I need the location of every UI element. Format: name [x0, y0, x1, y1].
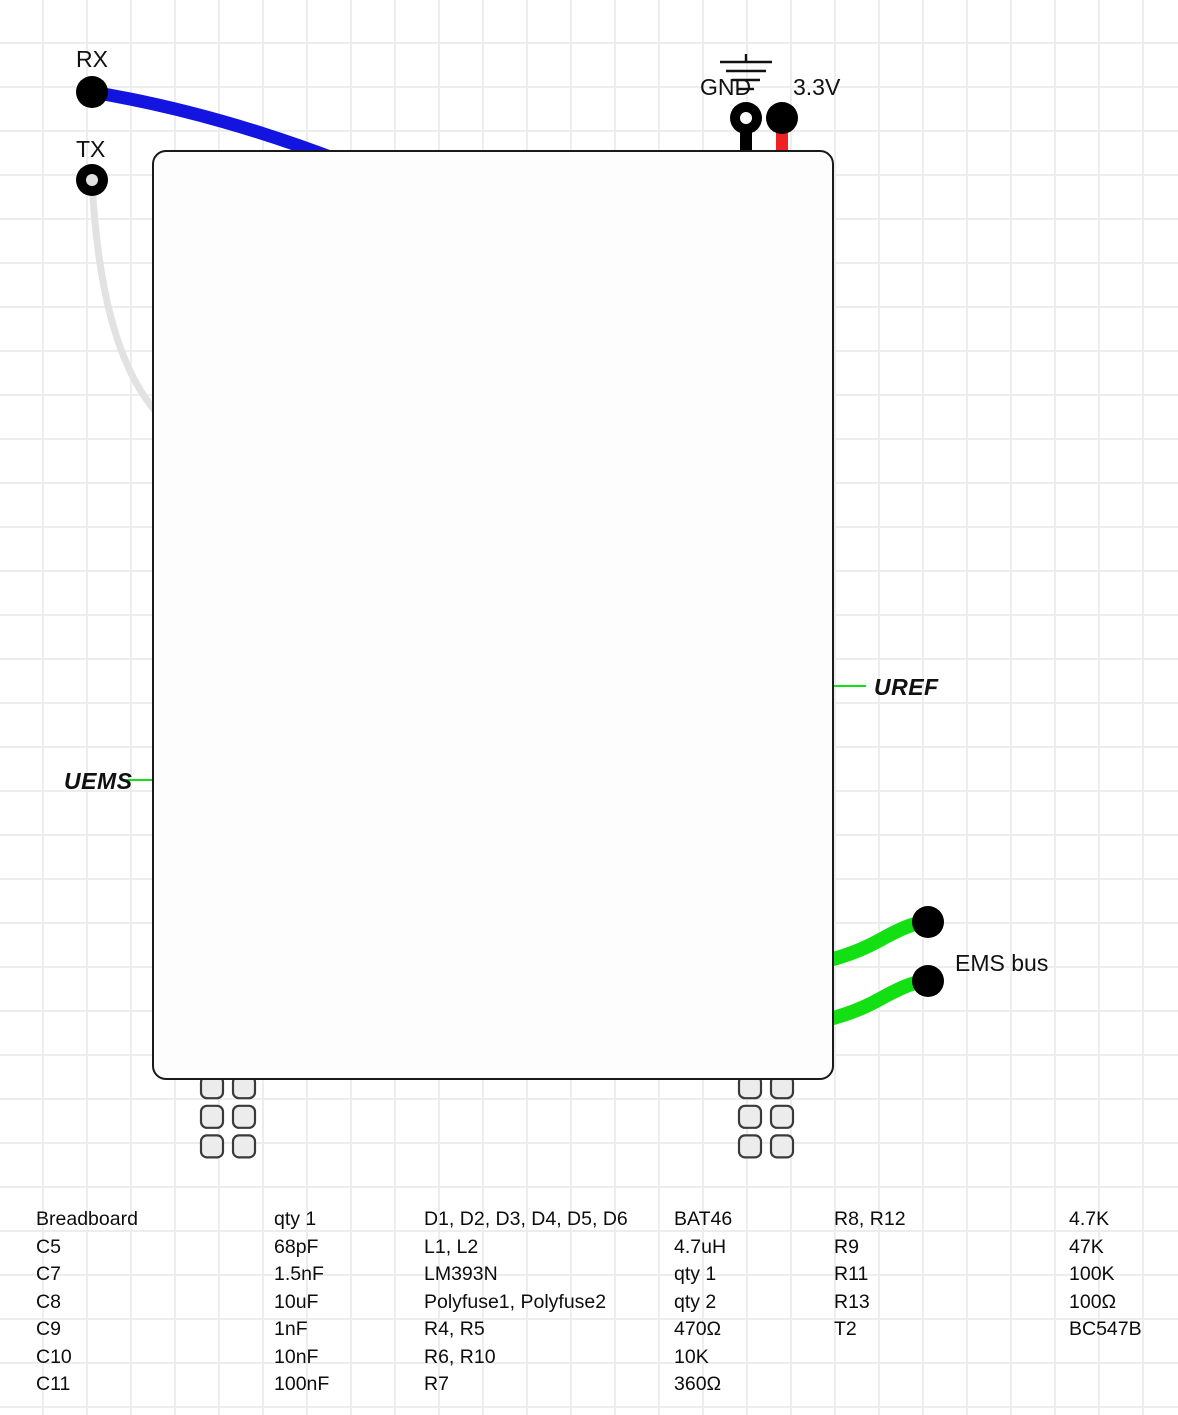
bom-cell: 4.7uH	[674, 1235, 727, 1258]
terminal-rx[interactable]	[76, 76, 108, 108]
terminal-tx[interactable]	[76, 164, 108, 196]
bom-cell: R8, R12	[834, 1208, 906, 1230]
breadboard-hole[interactable]	[199, 1104, 225, 1129]
bom-cell: R13	[834, 1290, 870, 1313]
bom-cell: 68pF	[274, 1235, 319, 1258]
bom-cell	[1069, 1346, 1156, 1374]
bom-cell: C7	[36, 1263, 61, 1285]
bom-cell: L1, L2	[424, 1235, 479, 1258]
bom-cell: R7	[424, 1373, 449, 1395]
bom-cell: 10nF	[274, 1345, 319, 1368]
bom-cell: 1nF	[274, 1318, 308, 1340]
bill-of-materials: Breadboard qty 1 D1, D2, D3, D4, D5, D6 BAT…	[36, 1208, 1156, 1401]
bom-cell: 47K	[1069, 1235, 1104, 1258]
label-gnd: GND	[700, 74, 752, 100]
breadboard-hole[interactable]	[199, 1134, 225, 1159]
bom-cell	[834, 1373, 1069, 1401]
label-33v: 3.3V	[793, 74, 841, 100]
bom-cell: 360Ω	[674, 1373, 722, 1395]
bom-cell: Breadboard	[36, 1208, 138, 1230]
bom-row: C10 10nF R6, R10 10K	[36, 1346, 1156, 1374]
bom-cell: Polyfuse1, Polyfuse2	[424, 1290, 607, 1313]
breadboard-hole[interactable]	[737, 1104, 763, 1129]
breadboard-hole[interactable]	[737, 1134, 763, 1159]
bom-row: C8 10uF Polyfuse1, Polyfuse2 qty 2 R13 100Ω	[36, 1291, 1156, 1319]
bom-cell: 4.7K	[1069, 1208, 1110, 1230]
breadboard-hole[interactable]	[769, 1104, 795, 1129]
breadboard	[152, 150, 834, 1080]
bom-cell: C10	[36, 1345, 72, 1368]
bom-cell	[834, 1346, 1069, 1374]
bom-cell: C11	[36, 1373, 71, 1395]
bom-row: C7 1.5nF LM393N qty 1 R11 100K	[36, 1263, 1156, 1291]
bom-cell: qty 1	[674, 1263, 717, 1285]
label-uref: UREF	[874, 674, 939, 700]
bom-cell: 10uF	[274, 1290, 319, 1313]
bom-cell: T2	[834, 1318, 857, 1340]
bom-cell: 470Ω	[674, 1318, 722, 1340]
terminal-33v[interactable]	[766, 102, 798, 134]
label-ems-bus: EMS bus	[955, 950, 1049, 976]
bom-table: Breadboard qty 1 D1, D2, D3, D4, D5, D6 BAT…	[36, 1208, 1156, 1401]
bom-row: Breadboard qty 1 D1, D2, D3, D4, D5, D6 BAT…	[36, 1208, 1156, 1236]
bom-cell: qty 2	[674, 1290, 717, 1313]
bom-cell: C8	[36, 1290, 61, 1313]
bom-cell: LM393N	[424, 1263, 498, 1285]
label-tx: TX	[76, 136, 106, 162]
bom-row: C11 100nF R7 360Ω	[36, 1373, 1156, 1401]
breadboard-hole[interactable]	[769, 1134, 795, 1159]
bom-cell: R6, R10	[424, 1345, 496, 1368]
bom-row: C9 1nF R4, R5 470Ω T2 BC547B	[36, 1318, 1156, 1346]
breadboard-hole[interactable]	[231, 1104, 257, 1129]
bom-cell: qty 1	[274, 1208, 317, 1230]
bom-cell: BC547B	[1069, 1318, 1142, 1340]
terminal-ems-bottom[interactable]	[912, 965, 944, 997]
bom-cell: 100Ω	[1069, 1290, 1117, 1313]
breadboard-hole[interactable]	[231, 1134, 257, 1159]
ground-symbol	[720, 54, 772, 91]
bom-cell: 100nF	[274, 1373, 330, 1395]
bom-cell: D1, D2, D3, D4, D5, D6	[424, 1208, 628, 1230]
bom-row: C5 68pF L1, L2 4.7uH R9 47K	[36, 1236, 1156, 1264]
terminal-gnd[interactable]	[730, 102, 762, 134]
label-rx: RX	[76, 46, 108, 72]
bom-cell	[1069, 1373, 1156, 1401]
bom-cell: C5	[36, 1235, 61, 1258]
bom-cell: R11	[834, 1263, 869, 1285]
bom-cell: C9	[36, 1318, 61, 1340]
label-uems: UEMS	[64, 768, 133, 794]
bom-cell: R9	[834, 1235, 859, 1258]
terminal-ems-top[interactable]	[912, 906, 944, 938]
bom-cell: 10K	[674, 1345, 709, 1368]
bom-cell: BAT46	[674, 1208, 733, 1230]
bom-cell: 1.5nF	[274, 1263, 324, 1285]
bom-cell: 100K	[1069, 1263, 1115, 1285]
bom-cell: R4, R5	[424, 1318, 485, 1340]
